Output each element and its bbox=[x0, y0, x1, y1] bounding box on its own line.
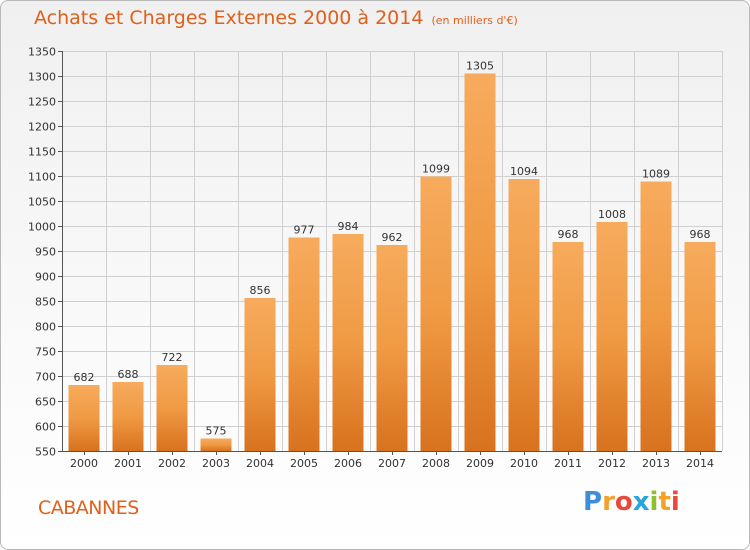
value-label-2003: 575 bbox=[206, 425, 227, 438]
y-tick-label: 1250 bbox=[28, 96, 56, 109]
value-label-2010: 1094 bbox=[510, 165, 538, 178]
y-tick-label: 1300 bbox=[28, 71, 56, 84]
logo-letter: x bbox=[632, 487, 650, 517]
proxiti-logo: Proxiti bbox=[583, 487, 680, 517]
x-tick-label: 2003 bbox=[202, 457, 230, 470]
bar-2007 bbox=[376, 245, 408, 451]
x-tick-label: 2013 bbox=[642, 457, 670, 470]
y-tick-label: 700 bbox=[35, 371, 56, 384]
x-tick-label: 2005 bbox=[290, 457, 318, 470]
chart-title-row: Achats et Charges Externes 2000 à 2014 (e… bbox=[34, 7, 518, 29]
y-tick-label: 1000 bbox=[28, 221, 56, 234]
x-tick-label: 2011 bbox=[554, 457, 582, 470]
value-label-2012: 1008 bbox=[598, 208, 626, 221]
y-tick-label: 600 bbox=[35, 421, 56, 434]
value-label-2011: 968 bbox=[558, 228, 579, 241]
x-tick-label: 2010 bbox=[510, 457, 538, 470]
value-label-2006: 984 bbox=[338, 220, 359, 233]
x-tick-label: 2007 bbox=[378, 457, 406, 470]
y-tick-label: 850 bbox=[35, 296, 56, 309]
value-label-2002: 722 bbox=[162, 351, 183, 364]
bar-2014 bbox=[684, 242, 716, 451]
bar-2003 bbox=[200, 438, 232, 451]
bar-2006 bbox=[332, 234, 364, 451]
chart-title: Achats et Charges Externes 2000 à 2014 bbox=[34, 7, 424, 29]
logo-letter: r bbox=[602, 487, 615, 517]
bars bbox=[68, 73, 716, 451]
logo-letter: t bbox=[658, 487, 671, 517]
x-tick-label: 2009 bbox=[466, 457, 494, 470]
y-tick-label: 750 bbox=[35, 346, 56, 359]
value-label-2009: 1305 bbox=[466, 60, 494, 73]
bar-2008 bbox=[420, 176, 452, 451]
value-label-2005: 977 bbox=[294, 224, 315, 237]
bar-2013 bbox=[640, 181, 672, 451]
bar-2005 bbox=[288, 237, 320, 451]
value-label-2008: 1099 bbox=[422, 163, 450, 176]
y-tick-label: 800 bbox=[35, 321, 56, 334]
y-tick-label: 1350 bbox=[28, 46, 56, 59]
value-label-2001: 688 bbox=[118, 368, 139, 381]
bar-2001 bbox=[112, 382, 144, 451]
value-label-2004: 856 bbox=[250, 284, 271, 297]
y-tick-label: 900 bbox=[35, 271, 56, 284]
bar-2000 bbox=[68, 385, 100, 451]
value-label-2000: 682 bbox=[74, 371, 95, 384]
value-label-2014: 968 bbox=[690, 228, 711, 241]
axes bbox=[58, 51, 722, 455]
y-tick-label: 1150 bbox=[28, 146, 56, 159]
bar-2004 bbox=[244, 298, 276, 451]
x-tick-label: 2014 bbox=[686, 457, 714, 470]
y-tick-label: 1200 bbox=[28, 121, 56, 134]
x-tick-label: 2002 bbox=[158, 457, 186, 470]
bar-2010 bbox=[508, 179, 540, 451]
logo-letter: P bbox=[583, 487, 603, 517]
y-tick-label: 1100 bbox=[28, 171, 56, 184]
value-label-2013: 1089 bbox=[642, 168, 670, 181]
bar-2009 bbox=[464, 73, 496, 451]
bar-2002 bbox=[156, 365, 188, 451]
value-label-2007: 962 bbox=[382, 231, 403, 244]
chart-subtitle: (en milliers d'€) bbox=[431, 14, 518, 27]
x-tick-label: 2012 bbox=[598, 457, 626, 470]
logo-letter: i bbox=[670, 487, 680, 517]
bar-2012 bbox=[596, 222, 628, 451]
x-tick-label: 2004 bbox=[246, 457, 274, 470]
logo-letter: o bbox=[614, 487, 633, 517]
y-tick-label: 1050 bbox=[28, 196, 56, 209]
bar-2011 bbox=[552, 242, 584, 451]
logo-letter: i bbox=[649, 487, 659, 517]
x-tick-label: 2001 bbox=[114, 457, 142, 470]
y-tick-label: 950 bbox=[35, 246, 56, 259]
x-tick-label: 2006 bbox=[334, 457, 362, 470]
x-tick-label: 2000 bbox=[70, 457, 98, 470]
labels: 550 600 650 700 750 800 850 900 950 1000 1050 1100 1… bbox=[28, 46, 714, 471]
x-tick-label: 2008 bbox=[422, 457, 450, 470]
y-tick-label: 550 bbox=[35, 446, 56, 459]
y-tick-label: 650 bbox=[35, 396, 56, 409]
place-name: CABANNES bbox=[38, 497, 139, 519]
